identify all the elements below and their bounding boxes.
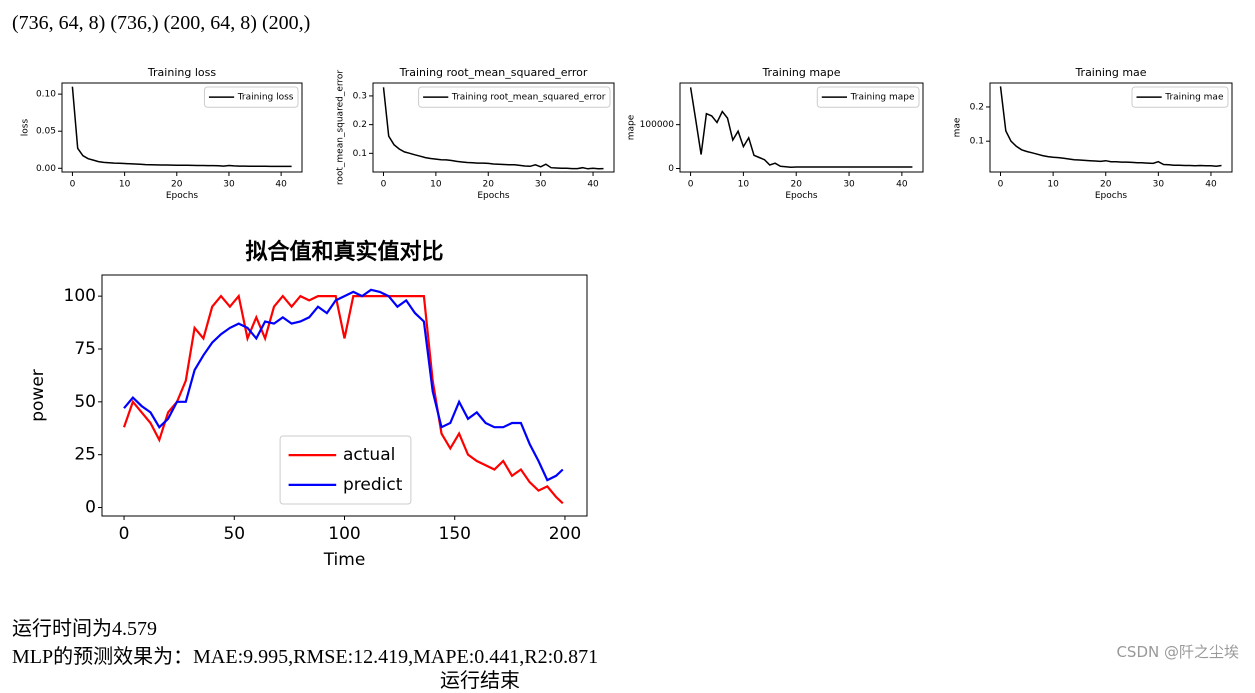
x-tick-label: 10 bbox=[430, 179, 442, 189]
legend-box bbox=[816, 86, 920, 108]
x-axis-label: Epochs bbox=[785, 191, 818, 201]
x-tick-label: 0 bbox=[70, 179, 76, 189]
plot-frame bbox=[61, 82, 303, 173]
x-tick-label: 40 bbox=[275, 179, 287, 189]
x-tick-label: 30 bbox=[535, 179, 547, 189]
series-line bbox=[71, 86, 292, 168]
x-axis-label: Epochs bbox=[166, 191, 199, 201]
y-axis-label: loss bbox=[21, 118, 31, 136]
x-tick-label: 40 bbox=[896, 179, 908, 189]
x-tick-label: 100 bbox=[328, 524, 360, 544]
y-tick-label: 0.05 bbox=[36, 127, 56, 137]
y-tick-label: 0.10 bbox=[36, 90, 56, 100]
series-line bbox=[123, 288, 564, 482]
x-tick-label: 50 bbox=[223, 524, 245, 544]
x-tick-label: 30 bbox=[843, 179, 855, 189]
y-tick-label: 0.2 bbox=[353, 120, 367, 130]
legend-box bbox=[203, 86, 299, 108]
plot-frame bbox=[679, 82, 924, 173]
y-axis-label: mape bbox=[627, 114, 637, 140]
x-tick-label: 40 bbox=[1205, 179, 1217, 189]
x-tick-label: 0 bbox=[381, 179, 387, 189]
x-axis-label: Epochs bbox=[1095, 191, 1128, 201]
x-tick-label: 0 bbox=[998, 179, 1004, 189]
legend-label: Training mape bbox=[850, 93, 915, 103]
y-tick-label: 0.2 bbox=[970, 102, 984, 112]
x-tick-label: 0 bbox=[119, 524, 130, 544]
x-axis-label: Epochs bbox=[477, 191, 510, 201]
chart-title: Training mape bbox=[761, 66, 840, 79]
x-tick-label: 30 bbox=[1153, 179, 1165, 189]
legend-box bbox=[1131, 86, 1229, 108]
y-tick-label: 0.1 bbox=[353, 149, 367, 159]
y-tick-label: 0.00 bbox=[36, 164, 56, 174]
legend-label: actual bbox=[343, 445, 395, 465]
x-tick-label: 150 bbox=[439, 524, 471, 544]
y-tick-label: 0 bbox=[668, 164, 674, 174]
x-tick-label: 20 bbox=[171, 179, 183, 189]
plot-frame bbox=[989, 82, 1233, 173]
chart-title: Training mae bbox=[1074, 66, 1146, 79]
legend-label: Training root_mean_squared_error bbox=[451, 93, 606, 103]
plot-frame bbox=[372, 82, 615, 173]
x-tick-label: 30 bbox=[223, 179, 235, 189]
x-tick-label: 0 bbox=[688, 179, 694, 189]
x-tick-label: 20 bbox=[1100, 179, 1112, 189]
legend-box bbox=[418, 86, 611, 108]
legend-label: Training mae bbox=[1164, 93, 1224, 103]
y-tick-label: 0.3 bbox=[353, 91, 367, 101]
y-tick-label: 25 bbox=[74, 445, 96, 465]
legend-label: predict bbox=[343, 475, 403, 495]
chart-title: Training loss bbox=[147, 66, 216, 79]
legend-label: Training loss bbox=[237, 93, 294, 103]
watermark: CSDN @阡之尘埃 bbox=[1116, 643, 1239, 661]
x-tick-label: 10 bbox=[738, 179, 750, 189]
x-tick-label: 200 bbox=[549, 524, 581, 544]
x-tick-label: 20 bbox=[483, 179, 495, 189]
y-tick-label: 0 bbox=[85, 498, 96, 518]
x-tick-label: 10 bbox=[1047, 179, 1059, 189]
series-line bbox=[382, 87, 604, 170]
y-tick-label: 100000 bbox=[640, 120, 675, 130]
legend-box bbox=[279, 435, 412, 505]
y-tick-label: 0.1 bbox=[970, 137, 984, 147]
y-axis-label: root_mean_squared_error bbox=[336, 70, 346, 186]
series-line bbox=[999, 86, 1222, 167]
series-line bbox=[122, 293, 564, 505]
chart-title: Training root_mean_squared_error bbox=[399, 66, 588, 79]
output-line: 运行时间为4.579 bbox=[12, 618, 157, 640]
x-axis-label: Time bbox=[323, 550, 366, 570]
output-line: 运行结束 bbox=[440, 670, 520, 692]
x-tick-label: 10 bbox=[119, 179, 131, 189]
x-tick-label: 40 bbox=[587, 179, 599, 189]
y-tick-label: 50 bbox=[74, 392, 96, 412]
x-tick-label: 20 bbox=[790, 179, 802, 189]
page: (736, 64, 8) (736,) (200, 64, 8) (200,) … bbox=[12, 12, 1239, 692]
series-line bbox=[689, 87, 913, 168]
output-line: MLP的预测效果为：MAE:9.995,RMSE:12.419,MAPE:0.4… bbox=[12, 646, 599, 668]
y-tick-label: 100 bbox=[64, 286, 96, 306]
output-line: (736, 64, 8) (736,) (200, 64, 8) (200,) bbox=[12, 12, 311, 34]
y-tick-label: 75 bbox=[74, 339, 96, 359]
y-axis-label: power bbox=[28, 369, 48, 422]
y-axis-label: mae bbox=[953, 117, 963, 137]
chart-title: 拟合值和真实值对比 bbox=[245, 239, 443, 265]
